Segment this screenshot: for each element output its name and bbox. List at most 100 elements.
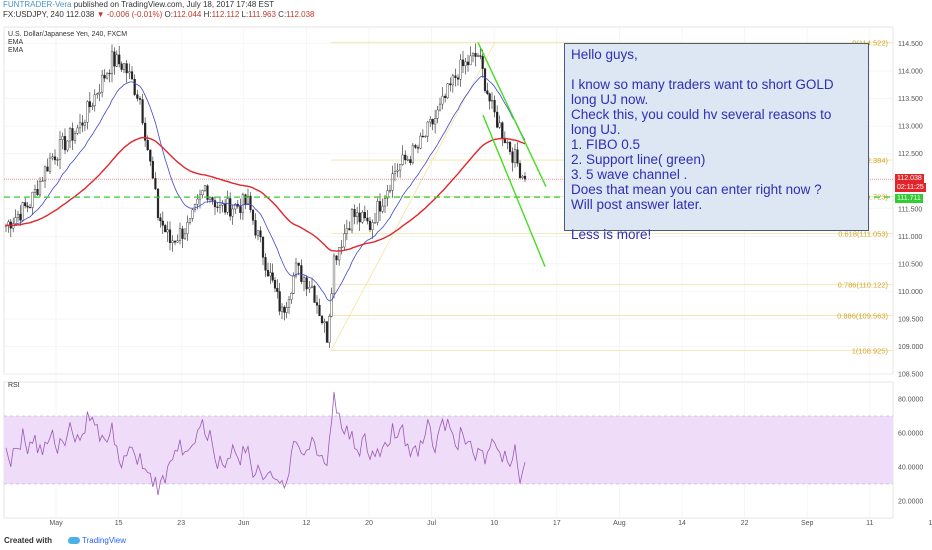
candle-body (343, 233, 346, 248)
candle-body (141, 99, 144, 124)
candle-body (78, 122, 82, 129)
candle-body (454, 75, 457, 78)
candle-body (61, 136, 64, 140)
ema-slow-line (5, 136, 526, 252)
open-value: 112.044 (173, 10, 202, 19)
candle-body (474, 53, 477, 57)
candle-body (328, 316, 331, 343)
candle-body (103, 74, 106, 79)
candle-body (459, 59, 462, 80)
candle-body (234, 203, 237, 210)
rsi-tick-label: 40.0000 (898, 465, 923, 472)
ohlc-line: FX:USDJPY, 240 112.038 ▼ -0.006 (-0.01%)… (3, 10, 315, 20)
candle-body (51, 156, 54, 159)
x-tick-label: 22 (741, 520, 749, 527)
author-link[interactable]: FUNTRADER-Vera (3, 0, 72, 9)
note-line: 1. FIBO 0.5 (571, 137, 641, 152)
candle-body (201, 190, 204, 196)
candle-body (193, 204, 197, 211)
idea-note: Hello guys, I know so many traders want … (564, 43, 869, 242)
candle-body (294, 262, 298, 277)
candle-body (226, 198, 229, 213)
rsi-line (5, 392, 526, 496)
fib-level-label: 0.886(109.563) (837, 311, 888, 320)
candle-body (218, 204, 222, 208)
candle-body (146, 140, 149, 151)
candle-body (125, 63, 128, 74)
candle-body (166, 229, 169, 233)
candle-body (41, 180, 44, 182)
candle-body (266, 270, 270, 277)
candle-body (426, 121, 429, 137)
candle-body (416, 147, 420, 149)
tradingview-logo[interactable]: TradingView (68, 532, 126, 550)
y-tick-label: 113.000 (898, 124, 923, 131)
candle-body (188, 218, 192, 223)
candle-body (476, 55, 480, 57)
candle-body (63, 136, 67, 151)
candle-body (446, 83, 449, 98)
cloud-icon (68, 537, 80, 545)
candle-body (345, 228, 348, 234)
fib-level-label: 1(108.925) (852, 347, 889, 356)
candle-body (391, 173, 394, 191)
candle-body (71, 128, 74, 141)
candle-body (251, 209, 255, 221)
candle-body (381, 205, 384, 212)
candle-body (76, 127, 79, 134)
candle-body (144, 122, 147, 141)
candle-body (300, 265, 303, 282)
candle-body (421, 135, 424, 138)
publish-line: FUNTRADER-Vera published on TradingView.… (3, 0, 274, 10)
ema-fast-line (5, 75, 526, 302)
x-tick-label: Sep (801, 520, 814, 527)
legend-ema-1: EMA (8, 39, 24, 46)
candle-body (91, 105, 94, 108)
candle-body (434, 118, 437, 125)
rsi-tick-label: 80.0000 (898, 397, 923, 404)
candle-body (208, 197, 212, 200)
note-line: 2. Support line( green) (571, 152, 706, 167)
candle-body (264, 257, 267, 271)
legend-title: U.S. Dollar/Japanese Yen, 240, FXCM (8, 31, 128, 38)
candle-body (431, 119, 434, 125)
candle-body (325, 321, 329, 343)
candle-body (14, 217, 17, 224)
candle-body (246, 195, 250, 205)
candle-body (483, 68, 487, 91)
low-value: 111.963 (248, 10, 276, 19)
candle-body (136, 94, 139, 99)
x-tick-label: 23 (177, 520, 185, 527)
candle-body (323, 321, 326, 324)
candle-body (305, 277, 308, 290)
x-tick-label: May (49, 520, 63, 527)
candle-body (278, 291, 281, 312)
note-line: I know so many traders want to short GOL… (571, 77, 834, 92)
note-line (571, 212, 862, 227)
candle-body (511, 151, 514, 163)
candle-body (86, 101, 89, 123)
candle-body (464, 61, 467, 67)
fib-level-label: 0.786(110.122) (838, 281, 889, 290)
candle-body (196, 198, 199, 205)
candle-body (356, 212, 359, 217)
candle-body (130, 71, 134, 80)
y-tick-label: 112.500 (898, 151, 923, 158)
y-tick-label: 110.500 (898, 261, 923, 268)
support-level-tag: 111.711 (895, 194, 923, 203)
candle-body (223, 203, 227, 213)
candle-body (401, 154, 404, 165)
candle-body (118, 54, 121, 65)
candle-body (320, 315, 324, 324)
candle-body (211, 197, 214, 201)
candle-body (292, 275, 295, 294)
candle-body (479, 55, 482, 57)
y-tick-label: 110.000 (898, 289, 923, 296)
candle-body (81, 122, 84, 126)
candle-body (358, 212, 361, 223)
candle-body (164, 225, 167, 233)
bar-timer-tag: 02:11:25 (895, 183, 926, 192)
candle-body (332, 255, 336, 294)
candle-body (429, 119, 432, 123)
chart-header: FUNTRADER-Vera published on TradingView.… (0, 0, 932, 20)
